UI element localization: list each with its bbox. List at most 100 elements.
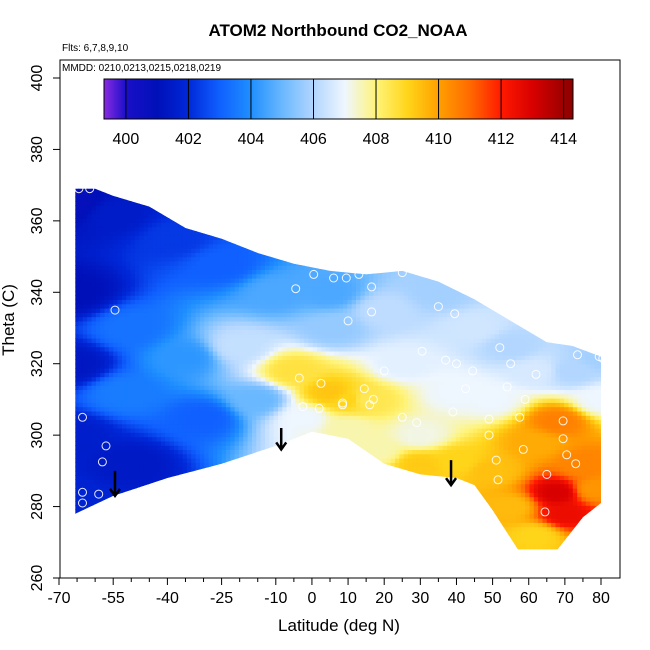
co2-cell xyxy=(169,303,175,309)
co2-cell xyxy=(82,346,88,352)
co2-cell xyxy=(82,458,88,463)
co2-cell xyxy=(87,436,93,442)
co2-cell xyxy=(104,239,110,245)
co2-cell xyxy=(82,290,88,296)
co2-cell xyxy=(100,475,106,480)
co2-cell xyxy=(260,385,266,390)
co2-cell xyxy=(265,290,270,296)
co2-cell xyxy=(199,243,205,249)
co2-cell xyxy=(178,363,184,369)
co2-cell xyxy=(256,376,262,382)
co2-cell xyxy=(282,406,288,412)
co2-cell xyxy=(256,295,262,300)
co2-cell xyxy=(147,230,153,236)
co2-cell xyxy=(139,368,145,373)
co2-cell xyxy=(147,466,153,472)
co2-cell xyxy=(78,428,84,433)
co2-cell xyxy=(304,385,309,390)
co2-cell xyxy=(182,423,188,429)
co2-cell xyxy=(91,222,97,228)
co2-cell xyxy=(273,338,279,343)
co2-cell xyxy=(169,363,175,369)
co2-cell xyxy=(282,398,288,403)
co2-cell xyxy=(121,299,127,305)
co2-cell xyxy=(143,260,149,266)
co2-cell xyxy=(225,393,231,399)
co2-cell xyxy=(78,218,84,223)
co2-cell xyxy=(204,235,210,240)
co2-cell xyxy=(299,333,305,339)
co2-cell xyxy=(91,359,97,365)
co2-cell xyxy=(75,475,80,480)
co2-cell xyxy=(221,346,227,352)
co2-cell xyxy=(234,325,240,330)
co2-cell xyxy=(186,230,192,236)
co2-cell xyxy=(186,295,192,300)
co2-cell xyxy=(182,363,188,369)
co2-cell xyxy=(160,230,166,236)
co2-cell xyxy=(104,479,110,485)
co2-cell xyxy=(165,235,171,240)
co2-cell xyxy=(191,308,197,313)
co2-cell xyxy=(169,453,175,459)
co2-cell xyxy=(252,299,257,305)
co2-cell xyxy=(87,346,93,352)
co2-cell xyxy=(225,273,231,279)
co2-cell xyxy=(108,406,114,412)
co2-cell xyxy=(243,256,249,262)
co2-cell xyxy=(160,402,166,408)
co2-cell xyxy=(143,453,149,459)
co2-cell xyxy=(178,329,184,335)
co2-cell xyxy=(247,256,253,262)
co2-cell xyxy=(291,393,296,399)
co2-cell xyxy=(100,243,106,249)
co2-cell xyxy=(152,410,158,416)
co2-cell xyxy=(152,235,158,240)
co2-cell xyxy=(295,355,301,360)
co2-cell xyxy=(121,428,127,433)
co2-cell xyxy=(195,385,201,390)
co2-cell xyxy=(130,428,136,433)
co2-cell xyxy=(182,376,188,382)
co2-cell xyxy=(199,256,205,262)
co2-cell xyxy=(130,200,136,206)
co2-cell xyxy=(95,385,101,390)
co2-cell xyxy=(152,393,158,399)
co2-cell xyxy=(139,483,145,489)
co2-cell xyxy=(282,333,288,339)
co2-cell xyxy=(152,346,158,352)
co2-cell xyxy=(295,295,301,300)
co2-cell xyxy=(100,372,106,378)
co2-cell xyxy=(304,423,309,429)
co2-cell xyxy=(173,440,179,446)
co2-cell xyxy=(147,380,153,386)
co2-cell xyxy=(252,449,257,455)
co2-cell xyxy=(134,346,140,352)
co2-cell xyxy=(143,320,149,326)
co2-cell xyxy=(165,286,171,292)
co2-cell xyxy=(186,466,192,472)
co2-cell xyxy=(160,428,166,433)
co2-cell xyxy=(243,338,249,343)
co2-cell xyxy=(113,286,119,292)
co2-cell xyxy=(82,393,88,399)
co2-cell xyxy=(130,398,136,403)
co2-cell xyxy=(95,428,101,433)
co2-cell xyxy=(82,389,88,395)
co2-cell xyxy=(173,325,179,330)
co2-cell xyxy=(160,273,166,279)
co2-cell xyxy=(304,273,309,279)
co2-cell xyxy=(160,385,166,390)
co2-cell xyxy=(278,269,283,275)
co2-cell xyxy=(308,342,314,348)
co2-cell xyxy=(273,402,279,408)
co2-cell xyxy=(178,312,184,318)
co2-cell xyxy=(208,462,214,468)
co2-cell xyxy=(191,440,197,446)
co2-cell xyxy=(295,385,301,390)
co2-cell xyxy=(304,372,309,378)
co2-cell xyxy=(212,282,218,288)
co2-cell xyxy=(160,308,166,313)
co2-cell xyxy=(269,432,275,438)
co2-cell xyxy=(217,402,223,408)
